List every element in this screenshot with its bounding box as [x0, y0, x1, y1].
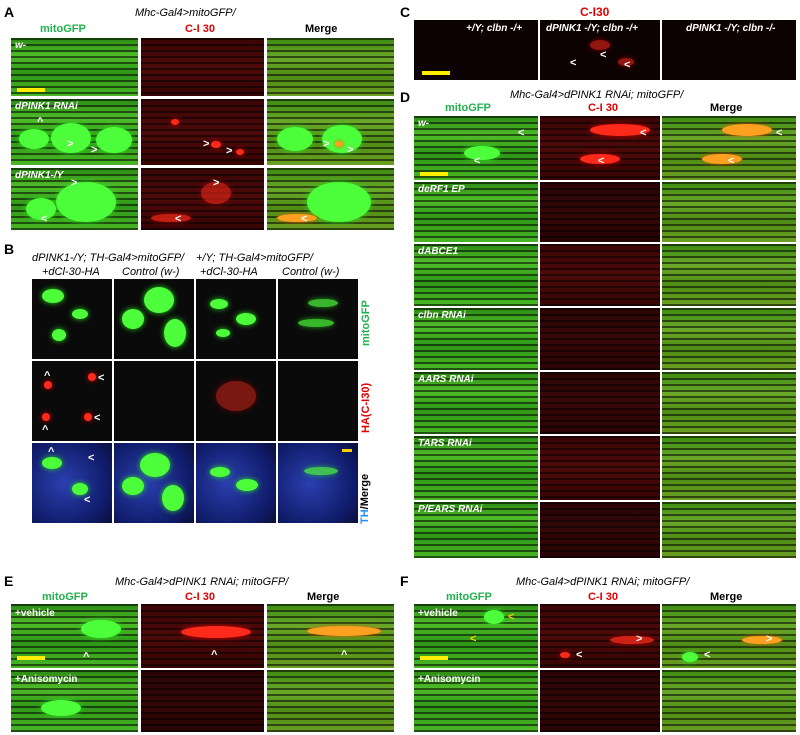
panel-c-col1-image: +/Y; clbn -/+: [414, 20, 538, 80]
panel-a-rnai-merge-image: > >: [267, 99, 394, 165]
panel-f-anisomycin-mitogfp-image: +Anisomycin: [414, 670, 538, 732]
panel-e-letter: E: [4, 573, 14, 589]
panel-f-header-merge: Merge: [710, 591, 743, 603]
panel-d-header-mitogfp: mitoGFP: [445, 102, 491, 114]
scale-bar: [420, 656, 448, 660]
panel-e-header-merge: Merge: [307, 591, 340, 603]
panel-c-col2-image: dPINK1 -/Y; clbn -/+ < < <: [540, 20, 660, 80]
panel-d-clbn-mitogfp-image: clbn RNAi: [414, 308, 538, 370]
panel-e-vehicle-ci30-image: ^: [141, 604, 264, 668]
panel-b-r1c1-image: [32, 279, 112, 359]
panel-d-aars-mitogfp-image: AARS RNAi: [414, 372, 538, 434]
panel-b-side-ha: HA(C-I30): [360, 382, 372, 433]
panel-f-header-mitogfp: mitoGFP: [446, 591, 492, 603]
panel-d-erf1-merge-image: [662, 182, 796, 242]
panel-d-title: Mhc-Gal4>dPINK1 RNAi; mitoGFP/: [510, 89, 684, 101]
panel-d-erf1-ci30-image: [540, 182, 660, 242]
panel-e-header-ci30: C-I 30: [185, 591, 215, 603]
panel-d-abce1-merge-image: [662, 244, 796, 306]
panel-d-aars-ci30-image: [540, 372, 660, 434]
panel-a-title: Mhc-Gal4>mitoGFP/: [135, 7, 236, 19]
panel-b-r1c3-image: [196, 279, 276, 359]
panel-a-pink1-merge-image: <: [267, 168, 394, 230]
panel-a-header-merge: Merge: [305, 23, 338, 35]
panel-d-tars-mitogfp-image: TARS RNAi: [414, 436, 538, 500]
panel-b-r2c4-image: [278, 361, 358, 441]
panel-d-letter: D: [400, 89, 411, 105]
panel-d-clbn-ci30-image: [540, 308, 660, 370]
panel-a-header-mitogfp: mitoGFP: [40, 23, 86, 35]
panel-c-title: C-I30: [580, 5, 610, 19]
panel-b-col2: Control (w-): [122, 266, 180, 278]
panel-b-r3c4-image: [278, 443, 358, 523]
panel-a-pink1-mitogfp-image: dPINK1-/Y > <: [11, 168, 138, 230]
panel-e-anisomycin-mitogfp-image: +Anisomycin: [11, 670, 138, 732]
panel-a-rnai-mitogfp-image: dPINK1 RNAi ^ > >: [11, 99, 138, 165]
panel-b-side-mitogfp: mitoGFP: [360, 300, 372, 346]
panel-b-r2c1-image: ^ < ^ <: [32, 361, 112, 441]
panel-a-header-ci30: C-I 30: [185, 23, 215, 35]
panel-b-r1c4-image: [278, 279, 358, 359]
panel-a-pink1-ci30-image: > <: [141, 168, 264, 230]
panel-f-letter: F: [400, 573, 409, 589]
scale-bar: [17, 656, 45, 660]
panel-f-vehicle-ci30-image: > <: [540, 604, 660, 668]
panel-d-tars-ci30-image: [540, 436, 660, 500]
panel-b-r2c3-image: [196, 361, 276, 441]
panel-d-header-merge: Merge: [710, 102, 743, 114]
panel-b-r3c2-image: [114, 443, 194, 523]
panel-e-vehicle-mitogfp-image: +vehicle ^: [11, 604, 138, 668]
panel-b-col3: +dCl-30-HA: [200, 266, 258, 278]
panel-b-side-th-merge: TH/Merge: [359, 473, 371, 524]
panel-f-title: Mhc-Gal4>dPINK1 RNAi; mitoGFP/: [516, 576, 690, 588]
panel-d-abce1-mitogfp-image: dABCE1: [414, 244, 538, 306]
panel-e-title: Mhc-Gal4>dPINK1 RNAi; mitoGFP/: [115, 576, 289, 588]
panel-b-r3c3-image: [196, 443, 276, 523]
panel-e-vehicle-merge-image: ^: [267, 604, 394, 668]
panel-b-r2c2-image: [114, 361, 194, 441]
panel-d-header-ci30: C-I 30: [588, 102, 618, 114]
panel-a-w-merge-image: [267, 38, 394, 96]
panel-b-col1: +dCl-30-HA: [42, 266, 100, 278]
panel-e-header-mitogfp: mitoGFP: [42, 591, 88, 603]
panel-f-vehicle-mitogfp-image: +vehicle < <: [414, 604, 538, 668]
panel-d-erf1-mitogfp-image: deRF1 EP: [414, 182, 538, 242]
panel-d-abce1-ci30-image: [540, 244, 660, 306]
panel-e-anisomycin-merge-image: [267, 670, 394, 732]
scale-bar: [420, 172, 448, 176]
panel-a-rnai-ci30-image: > >: [141, 99, 264, 165]
panel-f-vehicle-merge-image: > <: [662, 604, 796, 668]
panel-a-w-ci30-image: [141, 38, 264, 96]
panel-d-w-ci30-image: < <: [540, 116, 660, 180]
panel-d-clbn-merge-image: [662, 308, 796, 370]
panel-b-r1c2-image: [114, 279, 194, 359]
panel-d-w-merge-image: < <: [662, 116, 796, 180]
panel-f-anisomycin-merge-image: [662, 670, 796, 732]
panel-a-w-mitogfp-image: w-: [11, 38, 138, 96]
panel-d-tars-merge-image: [662, 436, 796, 500]
panel-b-group2-title: +/Y; TH-Gal4>mitoGFP/: [196, 252, 313, 264]
panel-e-anisomycin-ci30-image: [141, 670, 264, 732]
scale-bar: [17, 88, 45, 92]
panel-d-w-mitogfp-image: w- < <: [414, 116, 538, 180]
panel-d-pears-merge-image: [662, 502, 796, 558]
panel-b-group1-title: dPINK1-/Y; TH-Gal4>mitoGFP/: [32, 252, 185, 264]
panel-d-pears-mitogfp-image: P/EARS RNAi: [414, 502, 538, 558]
panel-b-r3c1-image: ^ < <: [32, 443, 112, 523]
panel-f-header-ci30: C-I 30: [588, 591, 618, 603]
panel-d-pears-ci30-image: [540, 502, 660, 558]
panel-b-col4: Control (w-): [282, 266, 340, 278]
panel-c-col3-image: dPINK1 -/Y; clbn -/-: [662, 20, 796, 80]
panel-d-aars-merge-image: [662, 372, 796, 434]
panel-f-anisomycin-ci30-image: [540, 670, 660, 732]
panel-b-letter: B: [4, 241, 15, 257]
panel-c-letter: C: [400, 4, 411, 20]
scale-bar: [422, 71, 450, 75]
panel-a-letter: A: [4, 4, 15, 20]
scale-bar: [342, 449, 352, 452]
